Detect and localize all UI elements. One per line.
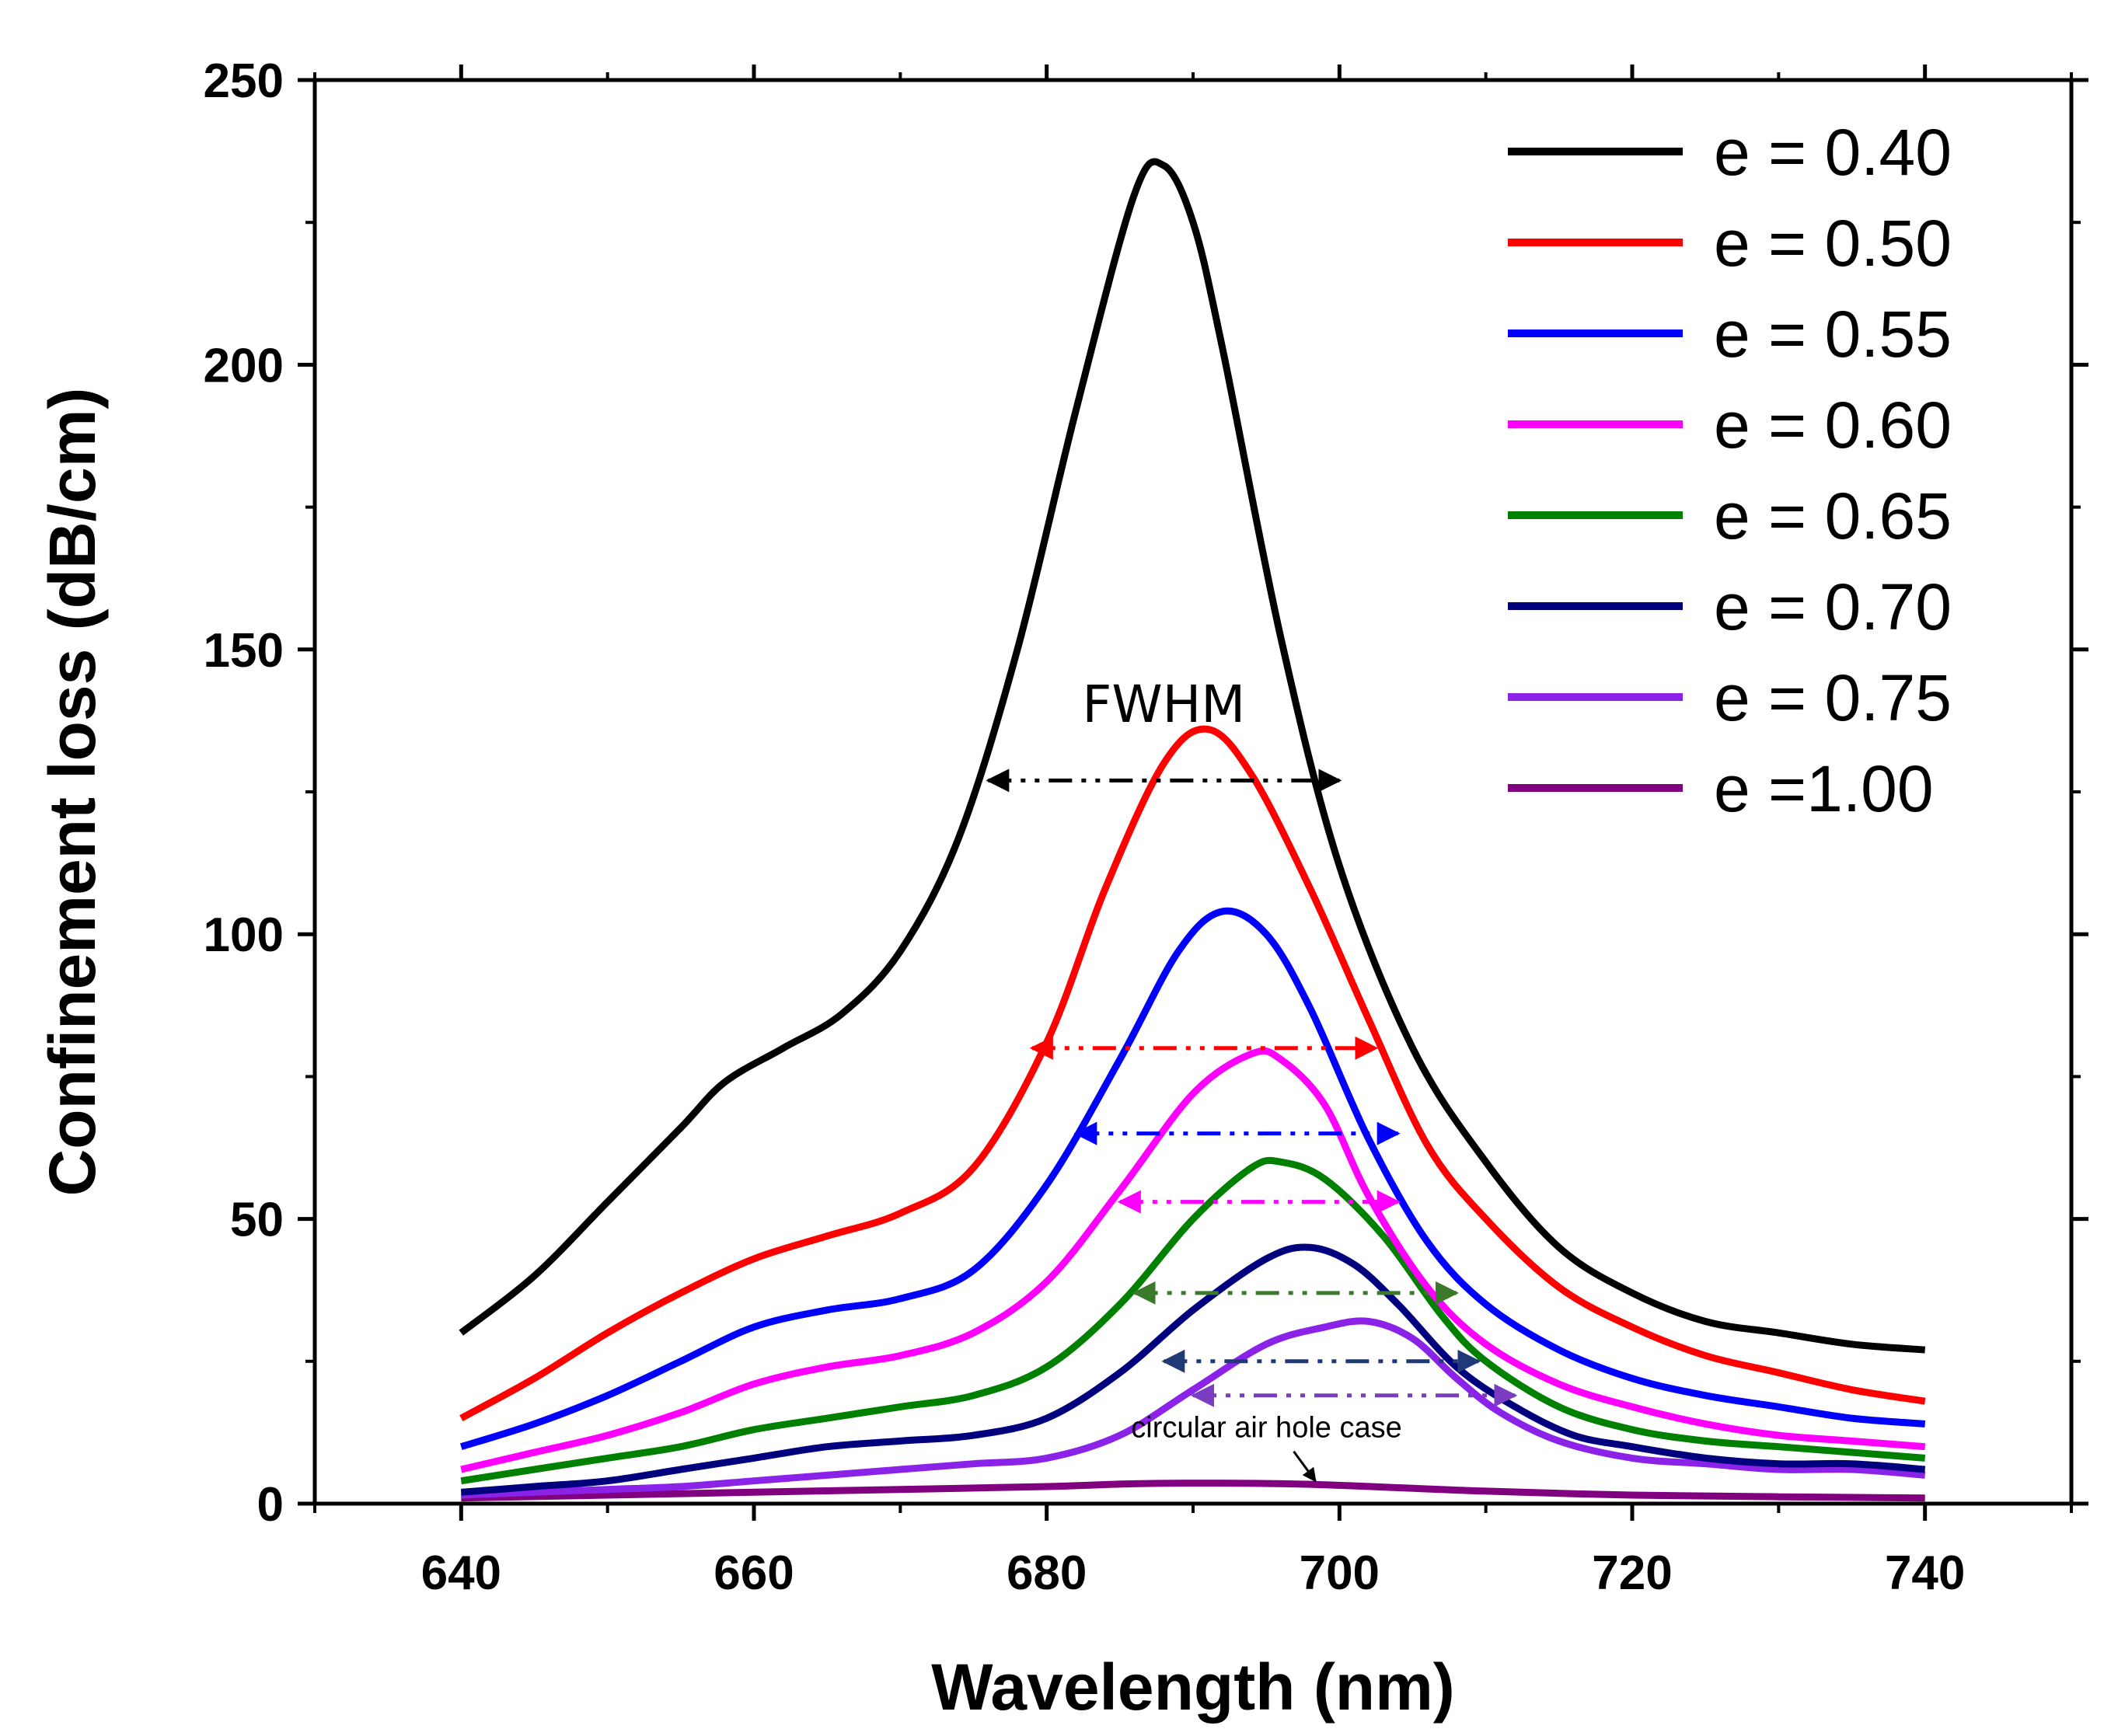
legend-label-1: e = 0.50 xyxy=(1714,207,1952,280)
x-tick-label-680: 680 xyxy=(1007,1546,1087,1600)
x-tick-label-660: 660 xyxy=(714,1546,794,1600)
circular-air-hole-label: circular air hole case xyxy=(1131,1412,1401,1445)
series-line-3 xyxy=(460,1047,1926,1473)
axes: 640 660 680 700 720 740 0 50 100 150 200 250 Wavelen… xyxy=(36,54,2088,1724)
series-line-5 xyxy=(460,1243,1926,1496)
y-tick-label-100: 100 xyxy=(204,908,284,962)
series-layer xyxy=(459,158,1926,1502)
series-line-1 xyxy=(459,725,1926,1422)
series-line-2 xyxy=(459,907,1926,1450)
legend-label-3: e = 0.60 xyxy=(1714,389,1952,462)
x-tick-label-700: 700 xyxy=(1300,1546,1380,1600)
legend: e = 0.40 e = 0.50 e = 0.55 e = 0.60 e = 0.65… xyxy=(1508,116,1952,825)
y-tick-label-150: 150 xyxy=(204,624,284,678)
legend-label-2: e = 0.55 xyxy=(1714,298,1952,371)
y-axis-title: Confinement loss (dB/cm) xyxy=(36,388,109,1197)
x-tick-label-720: 720 xyxy=(1592,1546,1672,1600)
y-tick-label-0: 0 xyxy=(257,1478,284,1532)
x-tick-label-640: 640 xyxy=(421,1546,501,1600)
circular-air-hole-arrow xyxy=(1293,1450,1317,1483)
series-line-4 xyxy=(460,1156,1926,1485)
legend-label-5: e = 0.70 xyxy=(1714,570,1952,643)
legend-label-0: e = 0.40 xyxy=(1714,116,1952,189)
series-line-0 xyxy=(459,158,1926,1354)
legend-label-7: e =1.00 xyxy=(1714,752,1934,825)
fwhm-arrows xyxy=(986,769,1518,1407)
legend-label-4: e = 0.65 xyxy=(1714,479,1952,553)
x-tick-label-740: 740 xyxy=(1885,1546,1965,1600)
series-line-7 xyxy=(461,1480,1925,1502)
y-tick-label-50: 50 xyxy=(230,1194,284,1247)
x-axis-title: Wavelength (nm) xyxy=(931,1651,1455,1724)
annotations: FWHM circular air hole case xyxy=(1082,675,1402,1483)
fwhm-label: FWHM xyxy=(1082,675,1245,734)
legend-label-6: e = 0.75 xyxy=(1714,661,1952,734)
y-tick-label-200: 200 xyxy=(204,339,284,392)
y-tick-label-250: 250 xyxy=(204,54,284,108)
